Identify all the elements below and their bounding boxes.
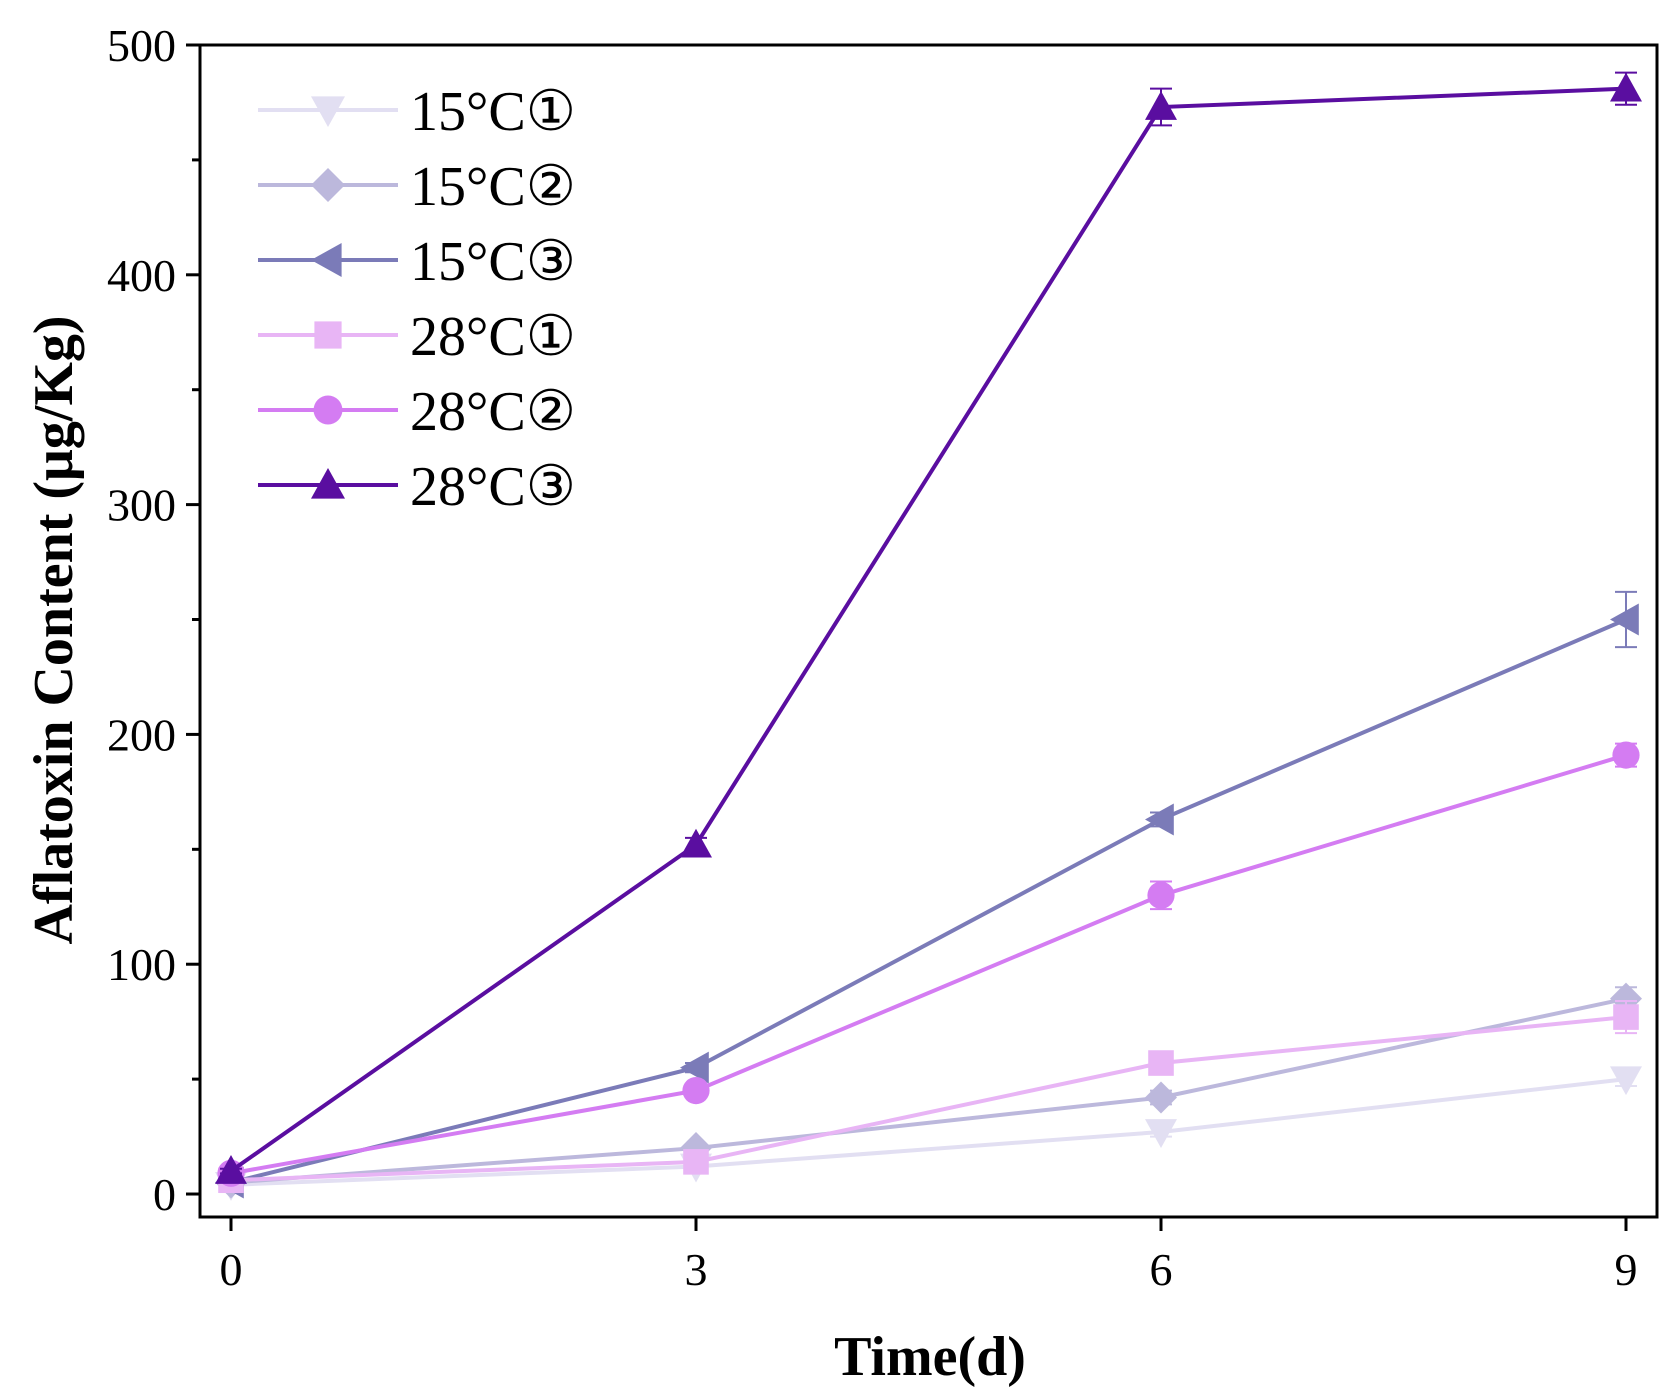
x-tick-label: 3 [685,1244,708,1295]
series-6 [215,71,1642,1184]
legend-item: 28°C② [258,381,576,443]
data-point [680,828,712,858]
plot-area [198,43,1659,1219]
x-tick-label: 9 [1615,1244,1638,1295]
data-point [683,1149,709,1175]
y-tick-label: 200 [107,709,176,760]
data-point [1147,881,1175,909]
series-line [230,753,1627,1176]
legend-label: 28°C③ [410,456,576,518]
x-tick-label: 0 [220,1244,243,1295]
data-point [1145,1081,1177,1114]
series-line [230,617,1627,1185]
x-tick-label: 6 [1150,1244,1173,1295]
series-line [230,1077,1627,1187]
y-tick-label: 500 [107,20,176,71]
legend-item: 15°C② [258,156,576,218]
legend: 15°C① 15°C② 15°C③ 28°C① 28°C② 28°C③ [258,81,576,518]
data-point [1610,603,1639,636]
y-tick-label: 0 [153,1169,176,1220]
data-point [1145,91,1177,120]
y-axis: 0 100 200 300 400 500 [107,20,200,1220]
data-point [1610,72,1642,102]
legend-swatch-marker [313,395,343,425]
data-point [1145,1119,1177,1148]
legend-label: 28°C② [410,381,576,443]
legend-swatch-marker [314,321,342,349]
legend-swatch-marker [311,168,345,202]
legend-item: 15°C① [258,81,576,143]
series-line [229,86,1627,1173]
legend-label: 15°C③ [410,231,576,293]
legend-item: 28°C① [258,306,576,368]
data-point [1613,1004,1639,1030]
series-5 [217,741,1640,1187]
series-line [230,996,1627,1185]
legend-item: 15°C③ [258,231,576,293]
series-line [230,1015,1627,1183]
data-point [682,1077,710,1105]
legend-label: 15°C① [410,81,576,143]
series-layer [215,71,1642,1201]
data-point [1612,741,1640,769]
legend-label: 15°C② [410,156,576,218]
legend-swatch-marker [311,243,342,277]
x-axis-title: Time(d) [834,1326,1026,1388]
data-point [1148,1050,1174,1076]
series-2 [215,982,1642,1199]
data-point [1145,803,1174,836]
legend-swatch-marker [311,96,345,127]
series-3 [215,590,1639,1199]
plot-frame [198,43,1659,1219]
legend-label: 28°C① [410,306,576,368]
legend-item: 28°C③ [258,456,576,518]
x-axis: 0 3 6 9 [220,1217,1638,1295]
y-axis-title: Aflatoxin Content (μg/Kg) [23,315,85,944]
y-tick-label: 300 [107,480,176,531]
y-tick-label: 100 [107,939,176,990]
data-point [1610,1066,1642,1096]
legend-swatch-marker [311,468,345,499]
data-point [680,1051,709,1084]
y-tick-label: 400 [107,250,176,301]
data-point [215,1155,247,1184]
